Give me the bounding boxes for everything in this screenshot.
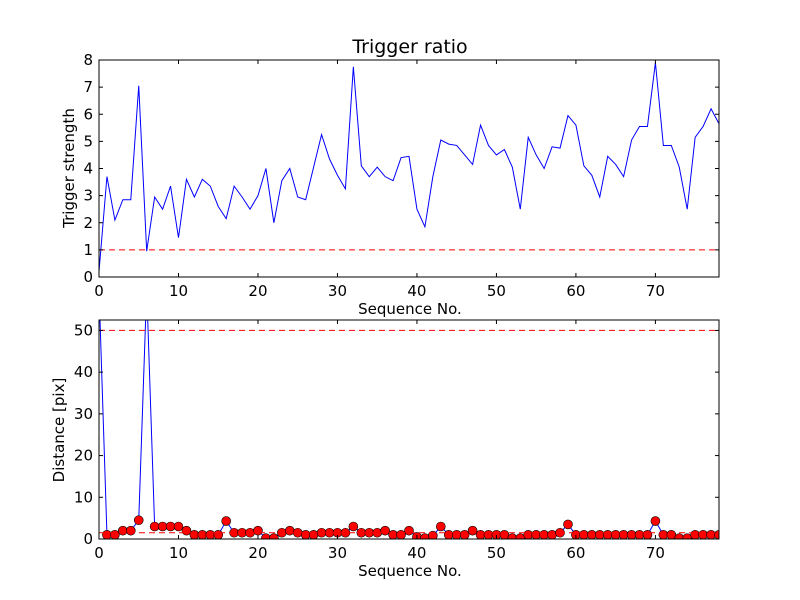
y-axis-label: Trigger strength — [60, 108, 78, 229]
x-tick-label: 10 — [169, 282, 188, 300]
data-point — [221, 516, 231, 526]
x-tick-label: 50 — [487, 282, 506, 300]
x-tick-label: 70 — [646, 282, 665, 300]
tick-layer: 0 10 20 30 40 50 60 70 0 1 2 3 4 5 6 7 8 — [83, 51, 719, 300]
x-tick-label: 40 — [407, 282, 426, 300]
data-point — [499, 530, 510, 539]
data-point — [157, 521, 168, 532]
data-point — [102, 530, 112, 539]
x-axis-label: Sequence No. — [358, 300, 462, 318]
data-point — [181, 525, 192, 536]
y-tick-label: 4 — [83, 160, 93, 178]
y-tick-label: 1 — [83, 241, 93, 259]
data-point — [515, 533, 526, 539]
data-point — [213, 530, 224, 539]
data-point — [189, 530, 200, 539]
data-point — [435, 521, 446, 532]
x-axis-label: Sequence No. — [358, 562, 462, 580]
x-tick-label: 60 — [566, 544, 585, 562]
data-point — [197, 530, 208, 539]
y-tick-label: 0 — [83, 268, 93, 286]
data-point — [666, 530, 677, 539]
data-point — [443, 530, 454, 539]
x-tick-label: 40 — [407, 544, 426, 562]
data-point — [650, 516, 661, 526]
data-point — [133, 515, 144, 526]
data-point — [451, 530, 462, 539]
data-point — [253, 525, 263, 536]
plot-data-layer — [99, 62, 719, 272]
y-tick-label: 20 — [74, 447, 93, 465]
data-point — [404, 525, 414, 536]
data-point — [467, 525, 478, 536]
plot-data-layer — [99, 320, 719, 539]
y-tick-label: 0 — [83, 530, 93, 548]
chart-title: Trigger ratio — [351, 36, 467, 58]
data-point — [165, 521, 176, 532]
x-tick-label: 0 — [94, 282, 104, 300]
data-point — [483, 530, 494, 539]
x-tick-label: 20 — [248, 544, 267, 562]
data-point — [308, 530, 319, 539]
y-tick-label: 3 — [83, 187, 93, 205]
y-tick-label: 30 — [74, 405, 93, 423]
x-tick-label: 50 — [487, 544, 506, 562]
data-point — [284, 525, 295, 536]
data-point — [547, 530, 557, 539]
data-point — [459, 530, 470, 539]
data-point — [396, 530, 406, 539]
data-point — [269, 533, 279, 539]
data-point — [110, 530, 120, 539]
y-tick-label: 50 — [74, 321, 93, 339]
data-point — [714, 530, 719, 539]
data-point — [563, 519, 573, 530]
y-tick-label: 40 — [74, 363, 93, 381]
x-tick-label: 70 — [646, 544, 665, 562]
tick-layer: 0 10 20 30 40 50 60 70 0 10 20 30 40 50 — [74, 320, 719, 562]
y-tick-label: 2 — [83, 214, 93, 232]
data-point — [348, 521, 359, 532]
x-tick-label: 30 — [328, 282, 347, 300]
trigger-ratio-plot: Trigger ratio 0 10 20 30 40 50 60 70 0 1 2 3 4 5 6 7 8 S… — [60, 36, 720, 318]
data-point — [380, 525, 390, 536]
y-tick-label: 7 — [83, 78, 93, 96]
data-point — [125, 525, 136, 536]
data-point — [173, 521, 184, 532]
y-tick-label: 6 — [83, 105, 93, 123]
y-axis-label: Distance [pix] — [50, 378, 68, 483]
y-tick-label: 5 — [83, 132, 93, 150]
x-tick-label: 20 — [248, 282, 267, 300]
y-tick-label: 10 — [74, 488, 93, 506]
y-tick-label: 8 — [83, 51, 93, 69]
x-tick-label: 10 — [169, 544, 188, 562]
series-line — [99, 62, 719, 272]
x-tick-label: 0 — [94, 544, 104, 562]
x-tick-label: 60 — [566, 282, 585, 300]
data-point — [642, 530, 653, 539]
data-point — [205, 530, 216, 539]
data-point — [149, 521, 160, 532]
x-tick-label: 30 — [328, 544, 347, 562]
plot-frame — [98, 319, 720, 540]
